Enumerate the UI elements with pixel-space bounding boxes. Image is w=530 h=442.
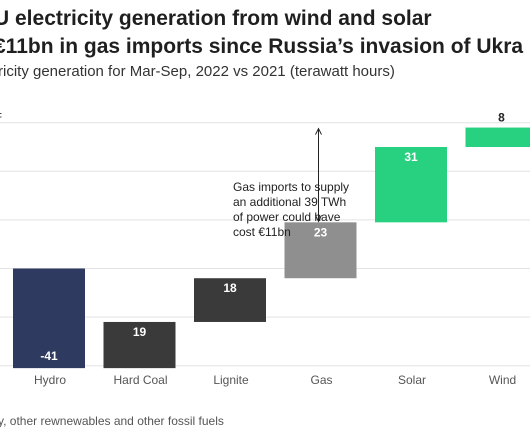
category-label: Lignite	[213, 373, 249, 387]
value-label: 31	[404, 150, 418, 164]
bar-solar	[375, 147, 447, 223]
gap-arrow-head-up	[315, 127, 322, 135]
bar-lignite	[194, 278, 266, 322]
value-label: 23	[314, 225, 328, 239]
bar-gas	[284, 222, 357, 279]
category-label: Wind	[489, 373, 516, 387]
chart-annotation: Gas imports to supply an additional 39 T…	[233, 180, 350, 239]
bar-hard-coal	[103, 321, 176, 369]
bar-hydro	[13, 268, 85, 369]
bar-wind	[465, 127, 530, 147]
value-label: 19	[133, 325, 147, 339]
value-labels: -41 19 18 23 31 8	[40, 111, 505, 364]
chart-title-line-1: U electricity generation from wind and s…	[0, 7, 432, 30]
value-label: 8	[498, 111, 505, 125]
gap-arrow-head-down	[315, 215, 322, 223]
value-label: 18	[223, 281, 237, 295]
value-label: -41	[40, 349, 58, 363]
category-label: Solar	[398, 373, 426, 387]
gas-gap-arrow	[315, 127, 322, 223]
category-label: Hard Coal	[113, 373, 167, 387]
chart-footnote: y, other rewnewables and other fossil fu…	[0, 414, 224, 428]
unit-mark: =	[0, 107, 2, 123]
category-label: Gas	[310, 373, 332, 387]
category-ticks: Hydro Hard Coal Lignite Gas Solar Wind	[34, 373, 516, 387]
bars	[13, 127, 530, 369]
chart-title-line-2: €11bn in gas imports since Russia’s inva…	[0, 35, 524, 58]
category-label: Hydro	[34, 373, 66, 387]
chart-subtitle: ricity generation for Mar-Sep, 2022 vs 2…	[0, 63, 395, 80]
